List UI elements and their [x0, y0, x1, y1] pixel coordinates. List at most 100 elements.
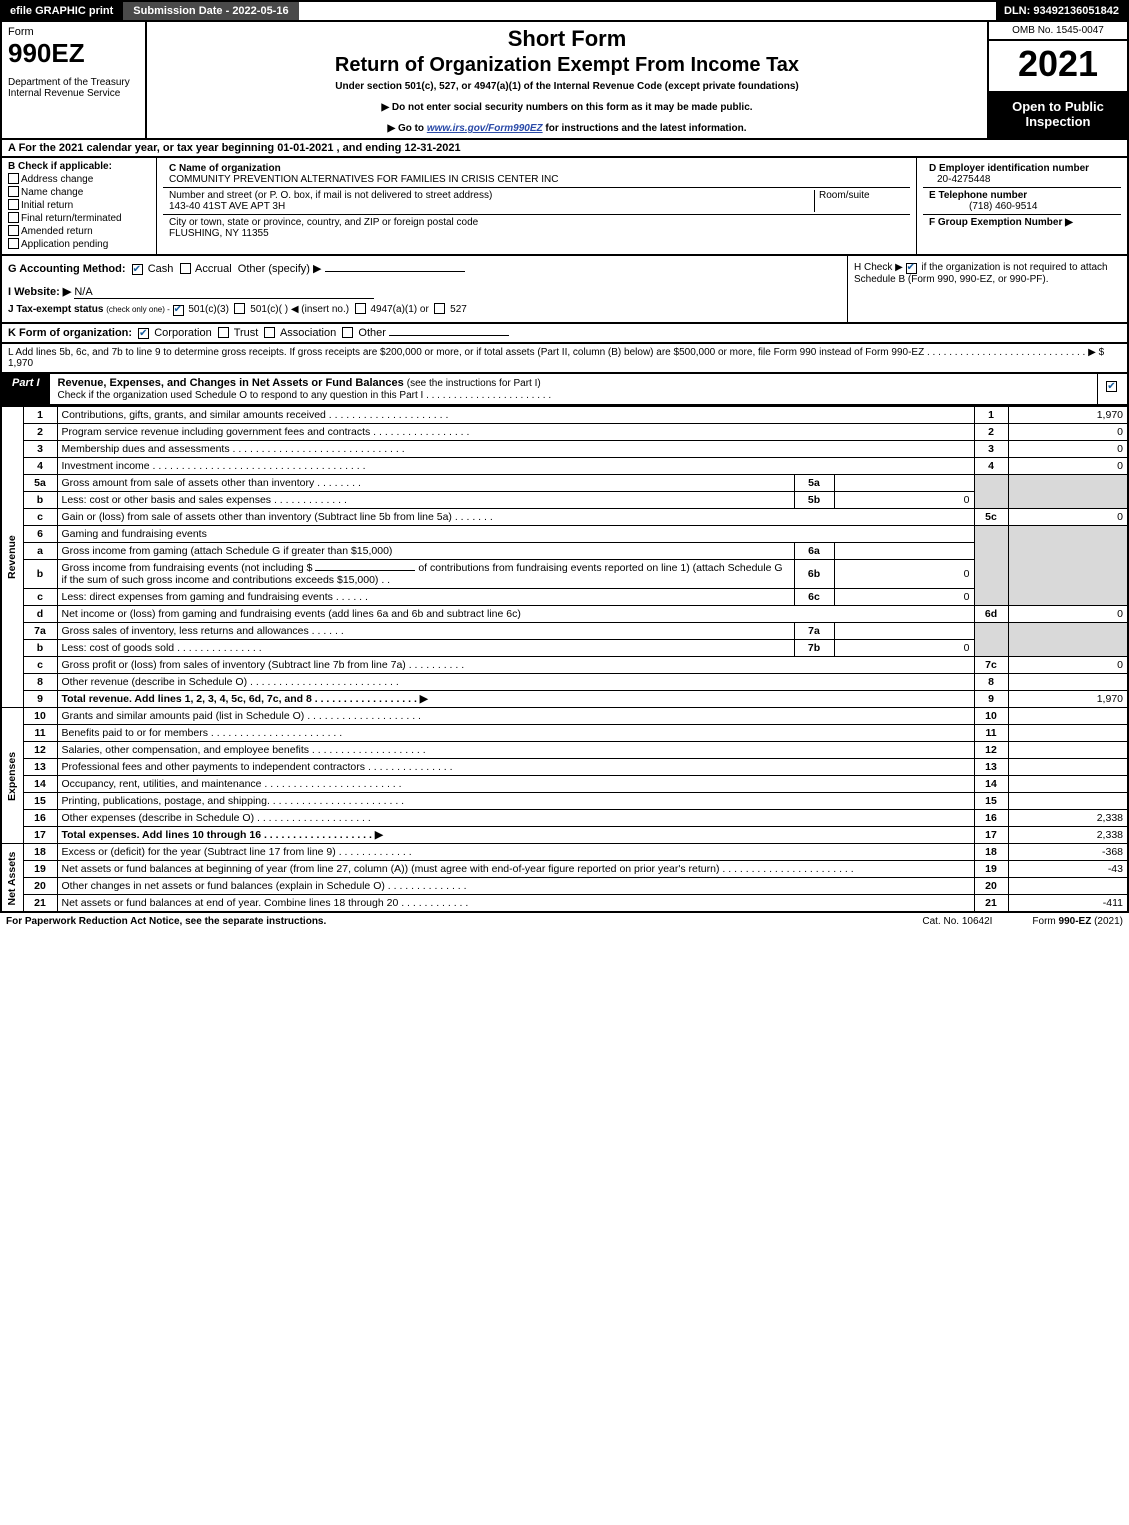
- c-city: City or town, state or province, country…: [163, 215, 910, 241]
- org-city: FLUSHING, NY 11355: [169, 228, 269, 239]
- table-row: 6 Gaming and fundraising events: [1, 526, 1128, 543]
- table-row: 4 Investment income . . . . . . . . . . …: [1, 458, 1128, 475]
- c-addr: Number and street (or P. O. box, if mail…: [163, 188, 910, 215]
- ein-value: 20-4275448: [937, 174, 990, 185]
- table-row: 8 Other revenue (describe in Schedule O)…: [1, 674, 1128, 691]
- table-row: a Gross income from gaming (attach Sched…: [1, 543, 1128, 560]
- table-row: d Net income or (loss) from gaming and f…: [1, 606, 1128, 623]
- website-val: N/A: [74, 286, 374, 299]
- h-cb[interactable]: [906, 263, 917, 274]
- header-mid: Short Form Return of Organization Exempt…: [147, 22, 987, 138]
- k-corp-cb[interactable]: [138, 328, 149, 339]
- open-public-inspection: Open to Public Inspection: [989, 93, 1127, 138]
- table-row: 20Other changes in net assets or fund ba…: [1, 878, 1128, 895]
- c-addr-lbl: Number and street (or P. O. box, if mail…: [169, 190, 492, 201]
- b-opt-initial[interactable]: Initial return: [8, 199, 150, 211]
- note-ssn: ▶ Do not enter social security numbers o…: [155, 102, 979, 113]
- line-K: K Form of organization: Corporation Trus…: [0, 324, 1129, 344]
- note-goto: ▶ Go to www.irs.gov/Form990EZ for instru…: [155, 123, 979, 134]
- j-lbl: J Tax-exempt status: [8, 304, 103, 315]
- k-trust-cb[interactable]: [218, 327, 229, 338]
- table-row: c Less: direct expenses from gaming and …: [1, 589, 1128, 606]
- h-pre: H Check ▶: [854, 262, 906, 273]
- footer-left: For Paperwork Reduction Act Notice, see …: [6, 916, 326, 927]
- irs-link[interactable]: www.irs.gov/Form990EZ: [427, 123, 543, 134]
- b-opt-amended[interactable]: Amended return: [8, 225, 150, 237]
- org-name: COMMUNITY PREVENTION ALTERNATIVES FOR FA…: [169, 174, 559, 185]
- table-row: 3 Membership dues and assessments . . . …: [1, 441, 1128, 458]
- table-row: b Less: cost or other basis and sales ex…: [1, 492, 1128, 509]
- table-row: c Gross profit or (loss) from sales of i…: [1, 657, 1128, 674]
- part-I-check[interactable]: [1097, 374, 1127, 404]
- part-I-table: Revenue 1 Contributions, gifts, grants, …: [0, 406, 1129, 913]
- header-right: OMB No. 1545-0047 2021 Open to Public In…: [987, 22, 1127, 138]
- form-title: Return of Organization Exempt From Incom…: [155, 54, 979, 77]
- table-row: 19Net assets or fund balances at beginni…: [1, 861, 1128, 878]
- footer-formref: Form 990-EZ (2021): [1032, 916, 1123, 927]
- table-row: Revenue 1 Contributions, gifts, grants, …: [1, 407, 1128, 424]
- table-row: 11Benefits paid to or for members . . . …: [1, 725, 1128, 742]
- l-val: 1,970: [8, 358, 33, 369]
- col-C: C Name of organization COMMUNITY PREVENT…: [157, 158, 917, 254]
- i-lbl: I Website: ▶: [8, 286, 71, 298]
- submission-date: Submission Date - 2022-05-16: [121, 2, 298, 20]
- c-name-lbl: C Name of organization: [169, 163, 281, 174]
- efile-print-label[interactable]: efile GRAPHIC print: [2, 2, 121, 20]
- j-527-cb[interactable]: [434, 303, 445, 314]
- g-accrual-cb[interactable]: [180, 263, 191, 274]
- part-I-tab: Part I: [2, 374, 50, 404]
- table-row: 9 Total revenue. Add lines 1, 2, 3, 4, 5…: [1, 691, 1128, 708]
- col-B: B Check if applicable: Address change Na…: [2, 158, 157, 254]
- e-phone: E Telephone number (718) 460-9514: [923, 188, 1121, 215]
- line-J: J Tax-exempt status (check only one) - 5…: [8, 303, 841, 316]
- table-row: Expenses 10 Grants and similar amounts p…: [1, 708, 1128, 725]
- line-I: I Website: ▶ N/A: [8, 285, 841, 299]
- goto-post: for instructions and the latest informat…: [543, 123, 747, 134]
- line-H: H Check ▶ if the organization is not req…: [847, 256, 1127, 322]
- topbar: efile GRAPHIC print Submission Date - 20…: [0, 0, 1129, 22]
- line-L: L Add lines 5b, 6c, and 7b to line 9 to …: [0, 344, 1129, 374]
- expenses-side-label: Expenses: [1, 708, 23, 844]
- under-section: Under section 501(c), 527, or 4947(a)(1)…: [155, 81, 979, 92]
- b-opt-pending[interactable]: Application pending: [8, 238, 150, 250]
- g-cash-cb[interactable]: [132, 264, 143, 275]
- b-opt-address[interactable]: Address change: [8, 173, 150, 185]
- footer-catno: Cat. No. 10642I: [922, 916, 992, 927]
- part-I-header: Part I Revenue, Expenses, and Changes in…: [0, 374, 1129, 406]
- form-number: 990EZ: [8, 38, 139, 69]
- line-G: G Accounting Method: Cash Accrual Other …: [8, 262, 841, 275]
- k-other-cb[interactable]: [342, 327, 353, 338]
- section-GHI-J: G Accounting Method: Cash Accrual Other …: [0, 256, 1129, 324]
- k-lbl: K Form of organization:: [8, 327, 132, 339]
- j-501c3-cb[interactable]: [173, 305, 184, 316]
- g-lbl: G Accounting Method:: [8, 263, 126, 275]
- org-street: 143-40 41ST AVE APT 3H: [169, 201, 285, 212]
- d-lbl: D Employer identification number: [929, 163, 1089, 174]
- d-ein: D Employer identification number 20-4275…: [923, 161, 1121, 188]
- table-row: 17Total expenses. Add lines 10 through 1…: [1, 827, 1128, 844]
- room-lbl: Room/suite: [819, 190, 870, 201]
- table-row: 21Net assets or fund balances at end of …: [1, 895, 1128, 913]
- footer: For Paperwork Reduction Act Notice, see …: [0, 913, 1129, 930]
- line-A: A For the 2021 calendar year, or tax yea…: [0, 140, 1129, 158]
- b-opt-name[interactable]: Name change: [8, 186, 150, 198]
- j-4947-cb[interactable]: [355, 303, 366, 314]
- form-word: Form: [8, 26, 139, 38]
- table-row: b Less: cost of goods sold . . . . . . .…: [1, 640, 1128, 657]
- f-lbl: F Group Exemption Number ▶: [929, 217, 1073, 228]
- j-501c-cb[interactable]: [234, 303, 245, 314]
- col-DEF: D Employer identification number 20-4275…: [917, 158, 1127, 254]
- table-row: c Gain or (loss) from sale of assets oth…: [1, 509, 1128, 526]
- b-opt-final[interactable]: Final return/terminated: [8, 212, 150, 224]
- table-row: b Gross income from fundraising events (…: [1, 560, 1128, 589]
- e-lbl: E Telephone number: [929, 190, 1027, 201]
- goto-pre: ▶ Go to: [387, 123, 426, 134]
- header-left: Form 990EZ Department of the Treasury In…: [2, 22, 147, 138]
- dept-treasury: Department of the Treasury Internal Reve…: [8, 77, 139, 99]
- table-row: 12Salaries, other compensation, and empl…: [1, 742, 1128, 759]
- form-header: Form 990EZ Department of the Treasury In…: [0, 22, 1129, 140]
- c-name: C Name of organization COMMUNITY PREVENT…: [163, 161, 910, 188]
- k-assoc-cb[interactable]: [264, 327, 275, 338]
- table-row: 7a Gross sales of inventory, less return…: [1, 623, 1128, 640]
- dln-label: DLN: 93492136051842: [996, 2, 1127, 20]
